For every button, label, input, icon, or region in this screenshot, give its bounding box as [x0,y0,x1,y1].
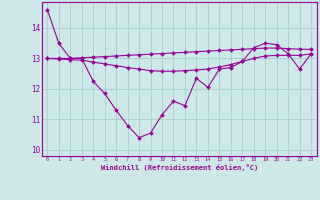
X-axis label: Windchill (Refroidissement éolien,°C): Windchill (Refroidissement éolien,°C) [100,164,258,171]
